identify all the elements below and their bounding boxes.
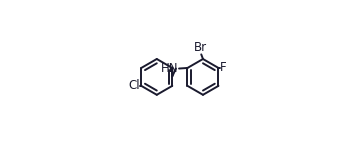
Text: Cl: Cl: [128, 79, 140, 92]
Text: F: F: [220, 61, 227, 74]
Text: Br: Br: [194, 41, 207, 54]
Text: HN: HN: [161, 62, 179, 75]
